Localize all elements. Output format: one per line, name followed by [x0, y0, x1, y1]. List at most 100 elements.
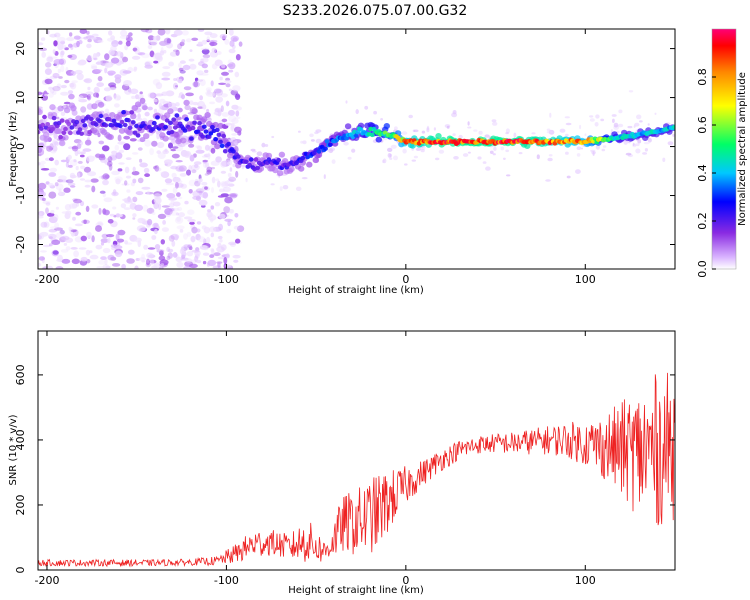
snr-panel: -200 -100 0 100 0 200 400 600 Height of straig…: [8, 330, 676, 596]
noise-blob: [134, 237, 142, 243]
noise-blob: [209, 101, 216, 105]
noise-blob: [215, 96, 224, 103]
noise-blob: [196, 70, 204, 76]
noise-blob: [228, 109, 235, 116]
noise-blob: [56, 83, 62, 89]
ridge-blob: [288, 166, 295, 173]
noise-blob: [122, 56, 129, 63]
noise-blob: [142, 105, 148, 111]
noise-blob: [168, 235, 175, 242]
scatter-blob: [672, 133, 675, 137]
noise-blob: [91, 33, 99, 37]
ridge-blob: [38, 126, 44, 131]
noise-blob: [133, 68, 137, 72]
noise-blob: [40, 168, 50, 171]
noise-blob: [48, 183, 54, 187]
noise-blob: [58, 175, 67, 180]
noise-blob: [106, 234, 115, 238]
noise-blob: [115, 250, 123, 258]
noise-blob: [211, 47, 217, 53]
scatter-blob: [467, 151, 471, 154]
noise-blob: [157, 213, 167, 219]
scatter-blob: [279, 186, 283, 191]
noise-blob: [126, 258, 135, 264]
ridge-blob: [135, 133, 141, 138]
ridge-blob: [203, 129, 209, 134]
noise-blob: [149, 92, 157, 99]
noise-blob: [82, 148, 92, 152]
noise-blob: [170, 165, 178, 170]
noise-blob: [236, 130, 242, 136]
ridge-blob: [182, 128, 188, 133]
ridge-blob: [70, 105, 77, 112]
ridge-blob: [134, 101, 142, 108]
noise-blob: [39, 231, 49, 237]
noise-blob: [79, 154, 85, 158]
scatter-blob: [467, 121, 470, 126]
noise-blob: [100, 159, 107, 163]
scatter-blob: [451, 112, 458, 118]
ridge-blob: [87, 129, 93, 135]
x-tick-label: 0: [402, 273, 409, 286]
noise-blob: [64, 79, 70, 84]
noise-blob: [76, 40, 80, 48]
noise-blob: [147, 44, 153, 50]
scatter-blob: [261, 142, 266, 148]
noise-blob: [231, 133, 238, 136]
noise-blob: [134, 204, 144, 211]
noise-blob: [168, 197, 178, 201]
noise-blob: [46, 56, 54, 63]
noise-blob: [184, 200, 189, 205]
x-tick-label: -200: [34, 273, 59, 286]
ridge-blob: [227, 152, 234, 159]
ridge-blob: [118, 127, 126, 134]
noise-blob: [157, 152, 166, 159]
noise-blob: [177, 196, 183, 200]
noise-blob: [104, 158, 111, 166]
noise-blob: [224, 38, 230, 45]
noise-blob: [183, 266, 191, 269]
noise-blob: [107, 70, 116, 76]
scatter-blob: [462, 153, 469, 157]
ridge-blob: [171, 117, 177, 122]
noise-blob: [214, 202, 221, 207]
noise-blob: [207, 259, 217, 267]
ridge-blob: [306, 161, 313, 168]
noise-blob: [48, 243, 53, 247]
noise-blob: [204, 69, 209, 73]
noise-blob: [198, 178, 202, 184]
noise-blob: [132, 213, 137, 218]
noise-blob: [60, 235, 70, 241]
noise-blob: [38, 182, 47, 190]
noise-blob: [145, 262, 151, 268]
noise-blob: [161, 77, 171, 81]
scatter-blob: [601, 148, 606, 152]
noise-blob: [151, 265, 158, 269]
noise-blob: [55, 266, 64, 269]
noise-blob: [187, 218, 196, 223]
noise-blob: [144, 111, 150, 117]
x-tick-label: 0: [402, 574, 409, 587]
noise-blob: [175, 160, 183, 163]
noise-blob: [86, 93, 92, 101]
scatter-blob: [565, 133, 569, 137]
noise-blob: [197, 106, 204, 109]
noise-blob: [153, 202, 159, 210]
ridge-blob: [151, 120, 157, 126]
ridge-blob: [201, 116, 208, 123]
noise-blob: [205, 87, 212, 92]
x-tick-label: -200: [34, 574, 59, 587]
noise-blob: [176, 261, 184, 268]
noise-blob: [78, 140, 83, 146]
noise-blob: [221, 64, 226, 69]
noise-blob: [59, 179, 69, 183]
ridge-blob: [200, 134, 206, 139]
noise-blob: [235, 238, 241, 244]
ridge-blob: [217, 122, 224, 129]
ridge-blob: [353, 133, 359, 138]
noise-blob: [123, 143, 131, 151]
noise-blob: [193, 161, 202, 165]
noise-blob: [201, 63, 208, 69]
noise-blob: [153, 60, 159, 64]
noise-blob: [154, 167, 162, 172]
